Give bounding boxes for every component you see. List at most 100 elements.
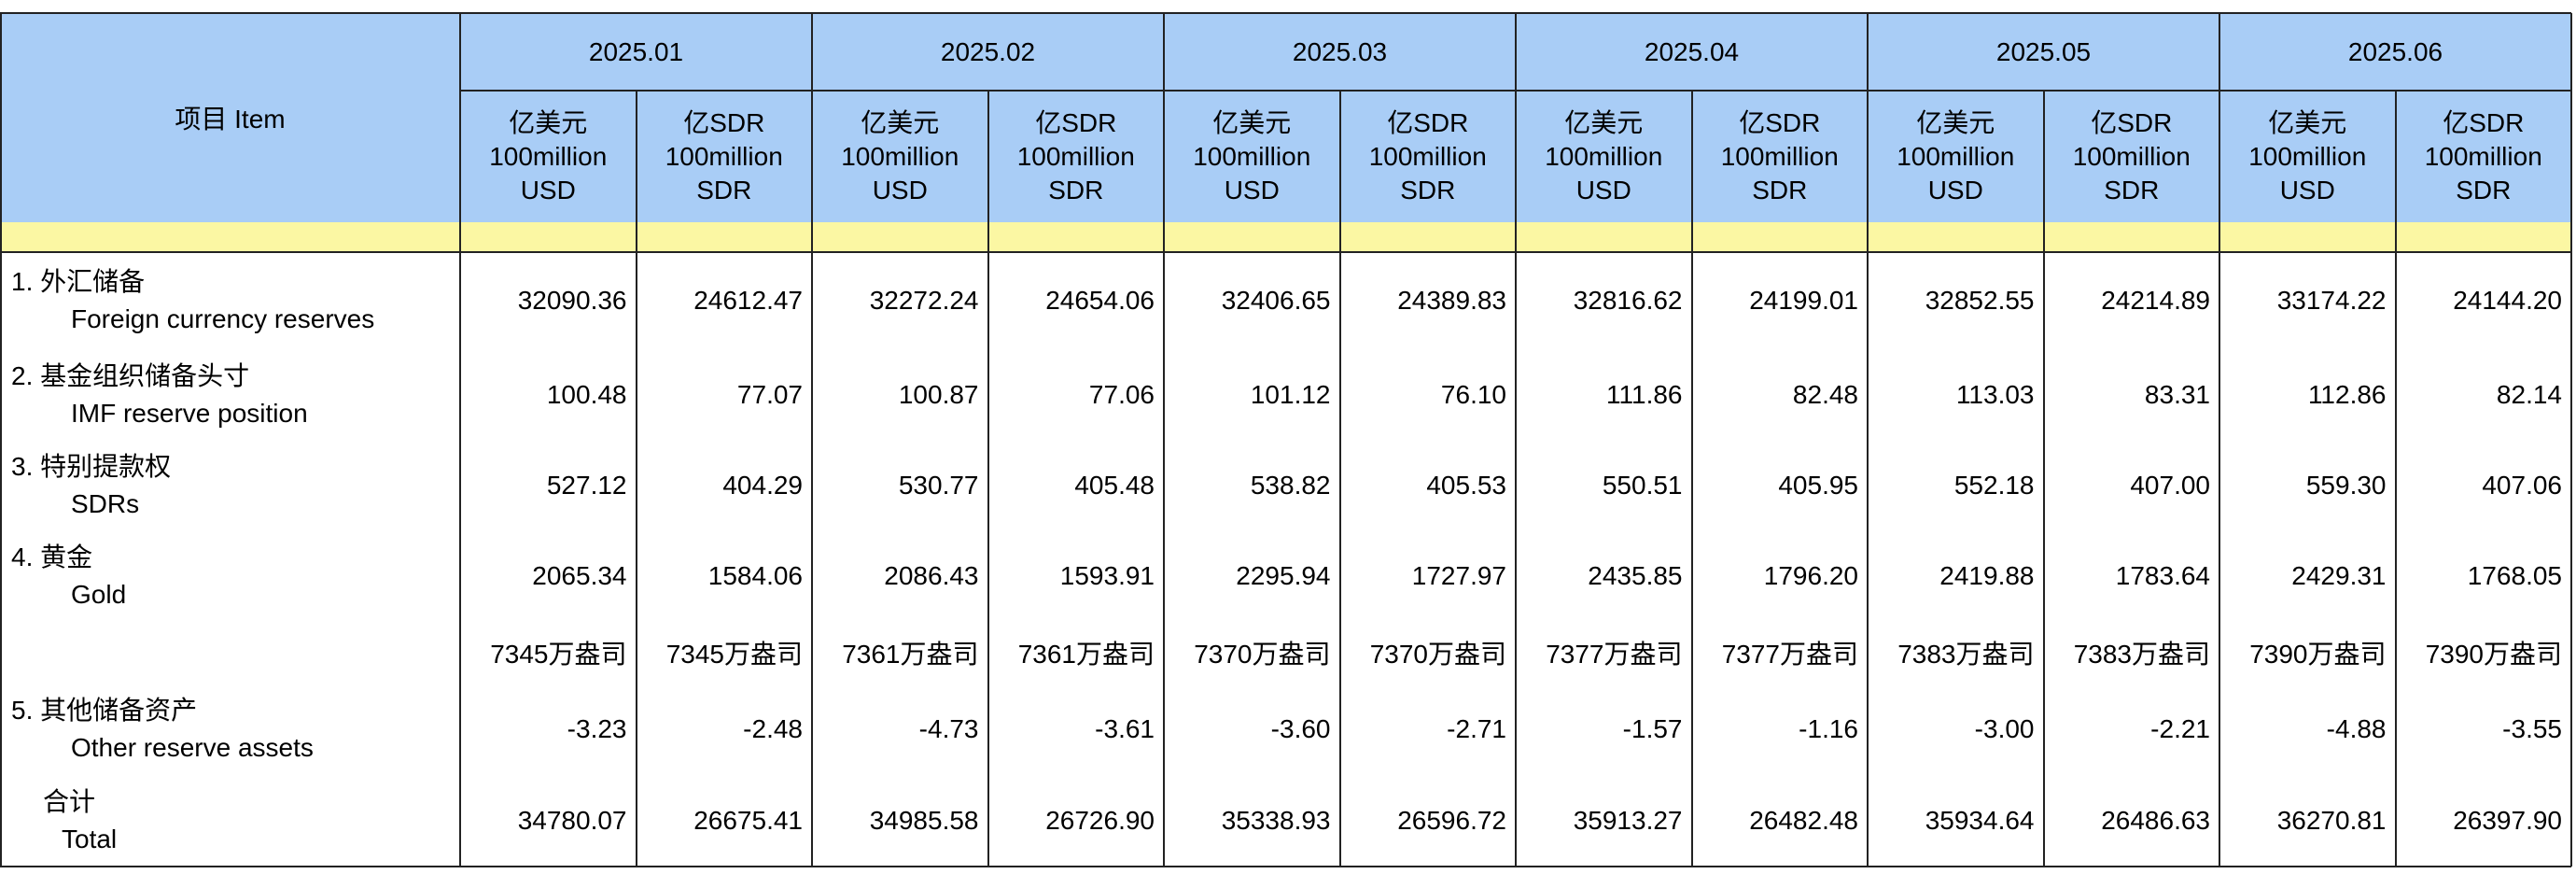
- unit-line: 亿SDR: [2443, 107, 2525, 137]
- value-cell: 26675.41: [693, 805, 803, 835]
- grid-line: [0, 251, 2571, 253]
- label-cn: 合计: [43, 786, 96, 816]
- unit-header: 亿美元 100million USD: [460, 91, 637, 222]
- value-cell: -2.71: [1447, 713, 1506, 743]
- value-cell: 26482.48: [1749, 805, 1858, 835]
- unit-line: 100million: [2424, 141, 2542, 171]
- value-cell: 2295.94: [1236, 560, 1331, 590]
- grid-line: [459, 13, 461, 867]
- value-cell: 33174.22: [2276, 286, 2387, 315]
- period-header: 2025.02: [812, 13, 1164, 91]
- label-en: Total: [62, 824, 118, 853]
- unit-line: USD: [1575, 175, 1631, 204]
- value-cell: 404.29: [722, 470, 803, 500]
- grid-line: [1867, 13, 1869, 867]
- value-cell: 7377万盎司: [1546, 639, 1683, 669]
- value-cell: 24612.47: [693, 286, 803, 315]
- unit-line: 亿美元: [1564, 107, 1644, 137]
- value-cell: 1796.20: [1763, 560, 1858, 590]
- value-cell: 538.82: [1250, 470, 1331, 500]
- unit-line: 100million: [841, 141, 959, 171]
- period-header: 2025.06: [2219, 13, 2571, 91]
- unit-line: 100million: [489, 141, 608, 171]
- unit-header: 亿SDR 100million SDR: [2395, 91, 2571, 222]
- label-en: Foreign currency reserves: [71, 304, 375, 333]
- value-cell: 7361万盎司: [1017, 639, 1155, 669]
- value-cell: 26726.90: [1045, 805, 1155, 835]
- value-cell: 34985.58: [869, 805, 979, 835]
- value-cell: 1584.06: [707, 560, 803, 590]
- unit-line: 亿SDR: [2091, 107, 2173, 137]
- grid-line: [1163, 13, 1165, 867]
- grid-line: [1690, 91, 1693, 867]
- value-cell: 26596.72: [1397, 805, 1506, 835]
- value-cell: 26397.90: [2453, 805, 2562, 835]
- value-cell: 35338.93: [1221, 805, 1331, 835]
- value-cell: 111.86: [1606, 379, 1683, 409]
- value-cell: 76.10: [1440, 379, 1506, 409]
- value-cell: 530.77: [898, 470, 979, 500]
- unit-line: USD: [872, 175, 928, 204]
- period-header: 2025.05: [1868, 13, 2219, 91]
- value-cell: 101.12: [1250, 379, 1331, 409]
- value-cell: 407.06: [2482, 470, 2562, 500]
- value-cell: 1727.97: [1411, 560, 1506, 590]
- unit-line: 亿美元: [509, 107, 588, 137]
- value-cell: 35934.64: [1925, 805, 2035, 835]
- value-cell: 100.87: [898, 379, 979, 409]
- unit-header: 亿美元 100million USD: [1516, 91, 1692, 222]
- label-cn: 3. 特别提款权: [11, 451, 172, 481]
- value-cell: 7390万盎司: [2425, 639, 2562, 669]
- value-cell: 77.07: [736, 379, 803, 409]
- grid-line: [1515, 13, 1517, 867]
- grid-line: [0, 12, 2571, 14]
- row-label: 5. 其他储备资产 Other reserve assets: [0, 684, 460, 774]
- value-cell: 2086.43: [884, 560, 979, 590]
- period-header: 2025.04: [1516, 13, 1868, 91]
- period-header: 2025.01: [460, 13, 812, 91]
- grid-line: [811, 13, 813, 867]
- unit-line: USD: [1927, 175, 1983, 204]
- unit-line: 亿美元: [2268, 107, 2347, 137]
- value-cell: 552.18: [1953, 470, 2035, 500]
- unit-line: 100million: [1368, 141, 1487, 171]
- unit-line: 100million: [665, 141, 783, 171]
- value-cell: 113.03: [1955, 379, 2035, 409]
- value-cell: 2429.31: [2291, 560, 2387, 590]
- unit-header: 亿SDR 100million SDR: [1691, 91, 1868, 222]
- value-cell: 83.31: [2144, 379, 2210, 409]
- label-cn: 2. 基金组织储备头寸: [11, 360, 250, 390]
- label-en: IMF reserve position: [71, 398, 308, 428]
- row-label: 4. 黄金 Gold: [0, 530, 460, 621]
- value-cell: -3.00: [1974, 713, 2035, 743]
- grid-line: [987, 91, 989, 867]
- unit-line: 100million: [1720, 141, 1839, 171]
- value-cell: 405.95: [1778, 470, 1858, 500]
- value-cell: 527.12: [546, 470, 627, 500]
- unit-line: 100million: [2072, 141, 2191, 171]
- value-cell: 100.48: [546, 379, 627, 409]
- value-cell: 24144.20: [2453, 286, 2562, 315]
- value-cell: 24389.83: [1397, 286, 1506, 315]
- label-en: Other reserve assets: [71, 732, 314, 762]
- value-cell: 34780.07: [517, 805, 627, 835]
- label-cn: 1. 外汇储备: [11, 267, 146, 296]
- unit-header: 亿SDR 100million SDR: [636, 91, 812, 222]
- unit-line: 100million: [1016, 141, 1135, 171]
- unit-line: 亿SDR: [1387, 107, 1469, 137]
- unit-line: SDR: [1048, 175, 1104, 204]
- value-cell: 7377万盎司: [1721, 639, 1858, 669]
- row-label: 3. 特别提款权 SDRs: [0, 440, 460, 530]
- unit-line: 亿美元: [1916, 107, 1995, 137]
- value-cell: -4.88: [2326, 713, 2387, 743]
- unit-header: 亿美元 100million USD: [1164, 91, 1340, 222]
- period-header: 2025.03: [1164, 13, 1516, 91]
- unit-line: SDR: [1400, 175, 1456, 204]
- value-cell: 7390万盎司: [2249, 639, 2387, 669]
- unit-header: 亿美元 100million USD: [1868, 91, 2044, 222]
- unit-line: USD: [1224, 175, 1280, 204]
- value-cell: 24199.01: [1749, 286, 1858, 315]
- value-cell: 82.48: [1792, 379, 1858, 409]
- value-cell: -3.23: [567, 713, 627, 743]
- value-cell: 7370万盎司: [1194, 639, 1331, 669]
